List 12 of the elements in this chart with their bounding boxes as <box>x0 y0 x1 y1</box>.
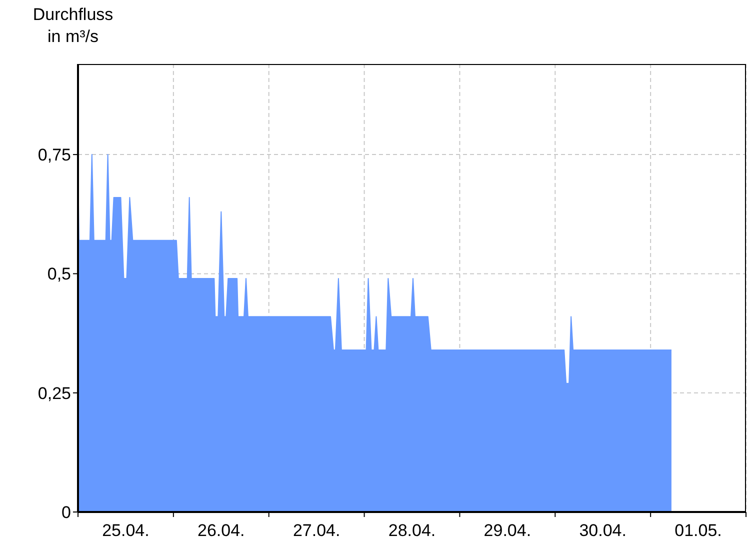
y-tick-label: 0,25 <box>38 384 71 403</box>
y-tick-label: 0 <box>62 503 71 522</box>
x-tick-label: 28.04. <box>388 521 436 540</box>
x-tick-label: 30.04. <box>579 521 626 540</box>
x-tick-label: 26.04. <box>198 521 245 540</box>
y-tick-label: 0,75 <box>38 146 71 165</box>
x-tick-label: 27.04. <box>292 521 340 540</box>
y-tick-label: 0,5 <box>47 264 71 284</box>
x-tick-label: 01.05. <box>674 521 722 540</box>
y-axis-title: Durchfluss in m³/s <box>32 4 114 48</box>
x-tick-label: 25.04. <box>102 521 150 540</box>
x-tick-label: 29.04. <box>484 521 532 540</box>
